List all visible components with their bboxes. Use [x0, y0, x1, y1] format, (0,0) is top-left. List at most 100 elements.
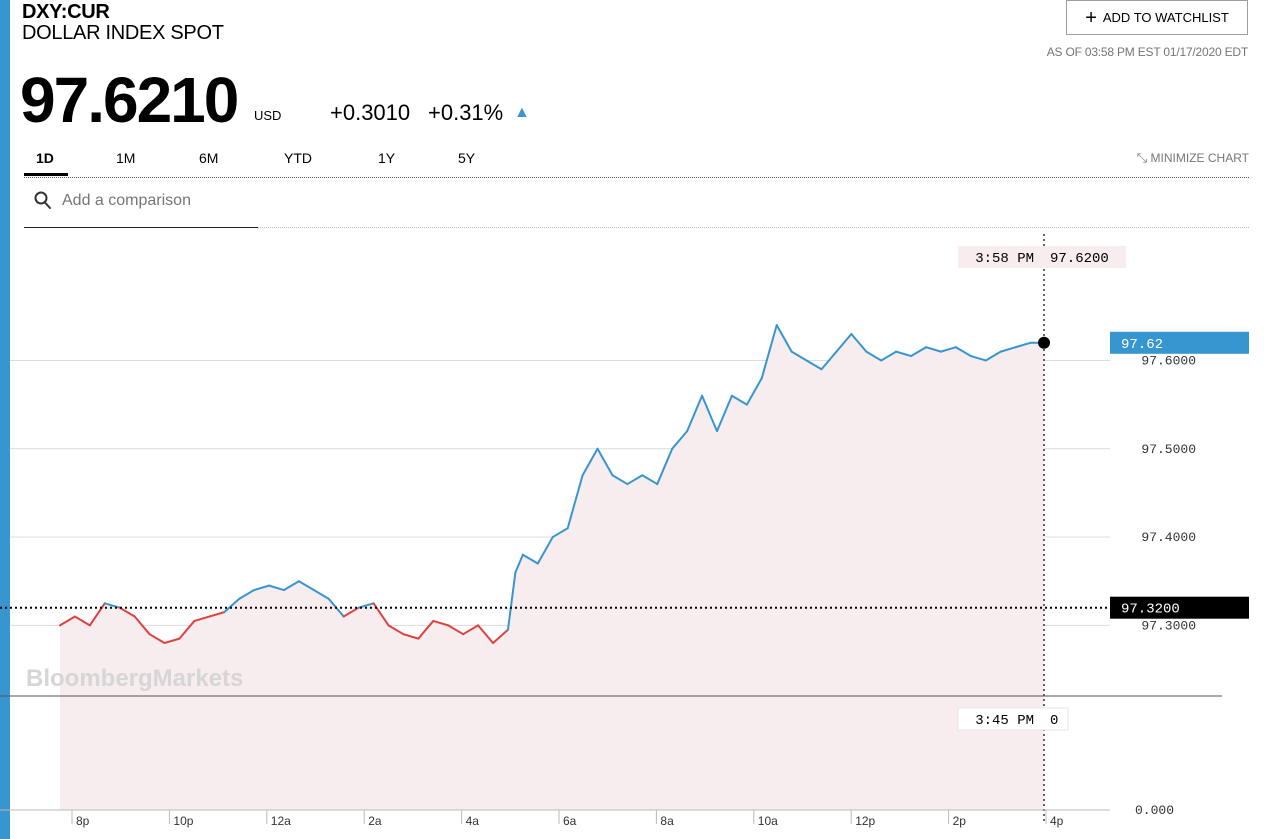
up-arrow-icon: ▲ — [514, 104, 530, 121]
price-segment — [626, 474, 644, 486]
price-segment — [59, 615, 76, 627]
last-price: 97.6210 — [20, 64, 239, 136]
price-segment — [671, 430, 689, 450]
plus-icon: + — [1085, 6, 1097, 29]
price-segment — [492, 628, 509, 645]
price-segment — [611, 474, 629, 486]
net-change: +0.3010 — [330, 100, 411, 125]
current-point — [1038, 336, 1050, 349]
price-segment — [551, 527, 569, 539]
x-tick-label: 8a — [660, 814, 674, 828]
price-segment — [641, 474, 659, 486]
price-segment — [297, 580, 315, 592]
tab-ytd[interactable]: YTD — [284, 150, 312, 166]
comparison-row — [24, 178, 1249, 228]
price-segment — [1014, 341, 1032, 349]
active-tab-indicator — [24, 173, 68, 176]
price-segment — [910, 346, 928, 358]
volume-axis-label: 0.000 — [1135, 803, 1174, 818]
timeframe-tabs: 1D 1M 6M YTD 1Y 5Y ⤡ MINIMIZE CHART — [24, 140, 1249, 178]
callouts: 97.3200 97.62 3:58 PM 97.6200 3:45 PM 0 — [957, 246, 1249, 731]
price-segment — [178, 619, 196, 640]
price-segment — [238, 589, 256, 600]
accent-bar — [0, 0, 10, 839]
price-segment — [282, 580, 300, 592]
tab-6m[interactable]: 6M — [199, 150, 219, 166]
add-to-watchlist-button[interactable]: + ADD TO WATCHLIST — [1066, 0, 1248, 35]
x-tick-label: 10p — [173, 814, 193, 828]
add-to-watchlist-label: ADD TO WATCHLIST — [1102, 10, 1229, 25]
security-name: DOLLAR INDEX SPOT — [22, 22, 224, 44]
price-segment — [193, 615, 211, 622]
price-segment — [760, 324, 778, 380]
price-segment — [745, 377, 763, 406]
x-tick-label: 4a — [466, 814, 480, 828]
price-segment — [223, 597, 241, 614]
tab-1d[interactable]: 1D — [36, 150, 54, 166]
price-chart: BloombergMarkets 97.600097.500097.400097… — [0, 234, 1249, 828]
y-tick-label: 97.4000 — [1141, 530, 1196, 545]
price-segment — [730, 394, 748, 406]
x-tick-label: 2p — [953, 814, 967, 828]
tab-5y[interactable]: 5Y — [458, 150, 476, 166]
price-segment — [656, 447, 674, 486]
y-axis-labels: 97.6000 97.5000 97.4000 97.3000 0.000 — [1135, 353, 1196, 818]
price-segment — [514, 553, 524, 574]
price-segment — [835, 332, 853, 353]
price-segment — [925, 346, 942, 353]
price-segment — [820, 350, 838, 371]
volume-value: 0 — [1050, 713, 1058, 729]
price-segment — [253, 584, 271, 592]
price-area — [60, 325, 1044, 810]
y-tick-label: 97.3000 — [1141, 618, 1196, 633]
x-tick-label: 2a — [368, 814, 382, 828]
price-segment — [312, 589, 330, 600]
price-segment — [596, 447, 614, 477]
price-segment — [387, 624, 405, 636]
price-segment — [133, 615, 151, 636]
price-segment — [521, 553, 539, 565]
price-segment — [701, 394, 718, 433]
search-icon — [34, 191, 51, 209]
x-tick-label: 6a — [563, 814, 577, 828]
price-segment — [581, 447, 599, 477]
previous-close-badge — [1110, 596, 1249, 619]
x-tick-label: 12a — [271, 814, 291, 828]
price-segment — [417, 619, 435, 640]
as-of-timestamp: AS OF 03:58 PM EST 01/17/2020 EDT — [1046, 45, 1248, 59]
tab-1m[interactable]: 1M — [116, 150, 136, 166]
minimize-chart-button[interactable]: ⤡ MINIMIZE CHART — [1137, 150, 1249, 166]
price-segment — [103, 602, 121, 609]
price-line — [59, 324, 1045, 645]
x-axis-ticks: 8p 10p 12a 2a 4a 6a 8a 10a 12p 2p 4p — [0, 809, 1110, 828]
x-tick-label: 4p — [1050, 814, 1064, 828]
price-segment — [536, 536, 554, 565]
tab-1y[interactable]: 1Y — [378, 150, 396, 166]
price-segment — [208, 611, 226, 618]
price-segment — [477, 624, 495, 645]
price-segment — [850, 332, 868, 353]
minimize-icon: ⤡ — [1136, 150, 1148, 165]
price-segment — [954, 346, 972, 358]
minimize-chart-label: MINIMIZE CHART — [1150, 151, 1249, 165]
previous-close-label: 97.3200 — [1121, 602, 1180, 618]
price-segment — [715, 394, 733, 433]
price-segment — [999, 346, 1017, 353]
price-segment — [73, 615, 91, 627]
x-tick-label: 8p — [76, 814, 90, 828]
currency-label: USD — [254, 108, 282, 123]
price-segment — [790, 350, 808, 362]
price-segment — [939, 346, 957, 353]
price-segment — [775, 324, 793, 353]
comparison-input[interactable] — [62, 188, 252, 214]
price-segment — [686, 394, 704, 433]
price-segment — [163, 637, 181, 645]
price-segment — [969, 355, 987, 362]
price-segment — [402, 633, 420, 640]
current-price-label: 97.62 — [1121, 337, 1163, 353]
y-tick-label: 97.6000 — [1141, 353, 1196, 368]
price-segment — [148, 633, 166, 645]
ticker-symbol: DXY:CUR — [22, 1, 110, 23]
current-price-badge — [1110, 331, 1249, 354]
price-segment — [895, 350, 913, 358]
